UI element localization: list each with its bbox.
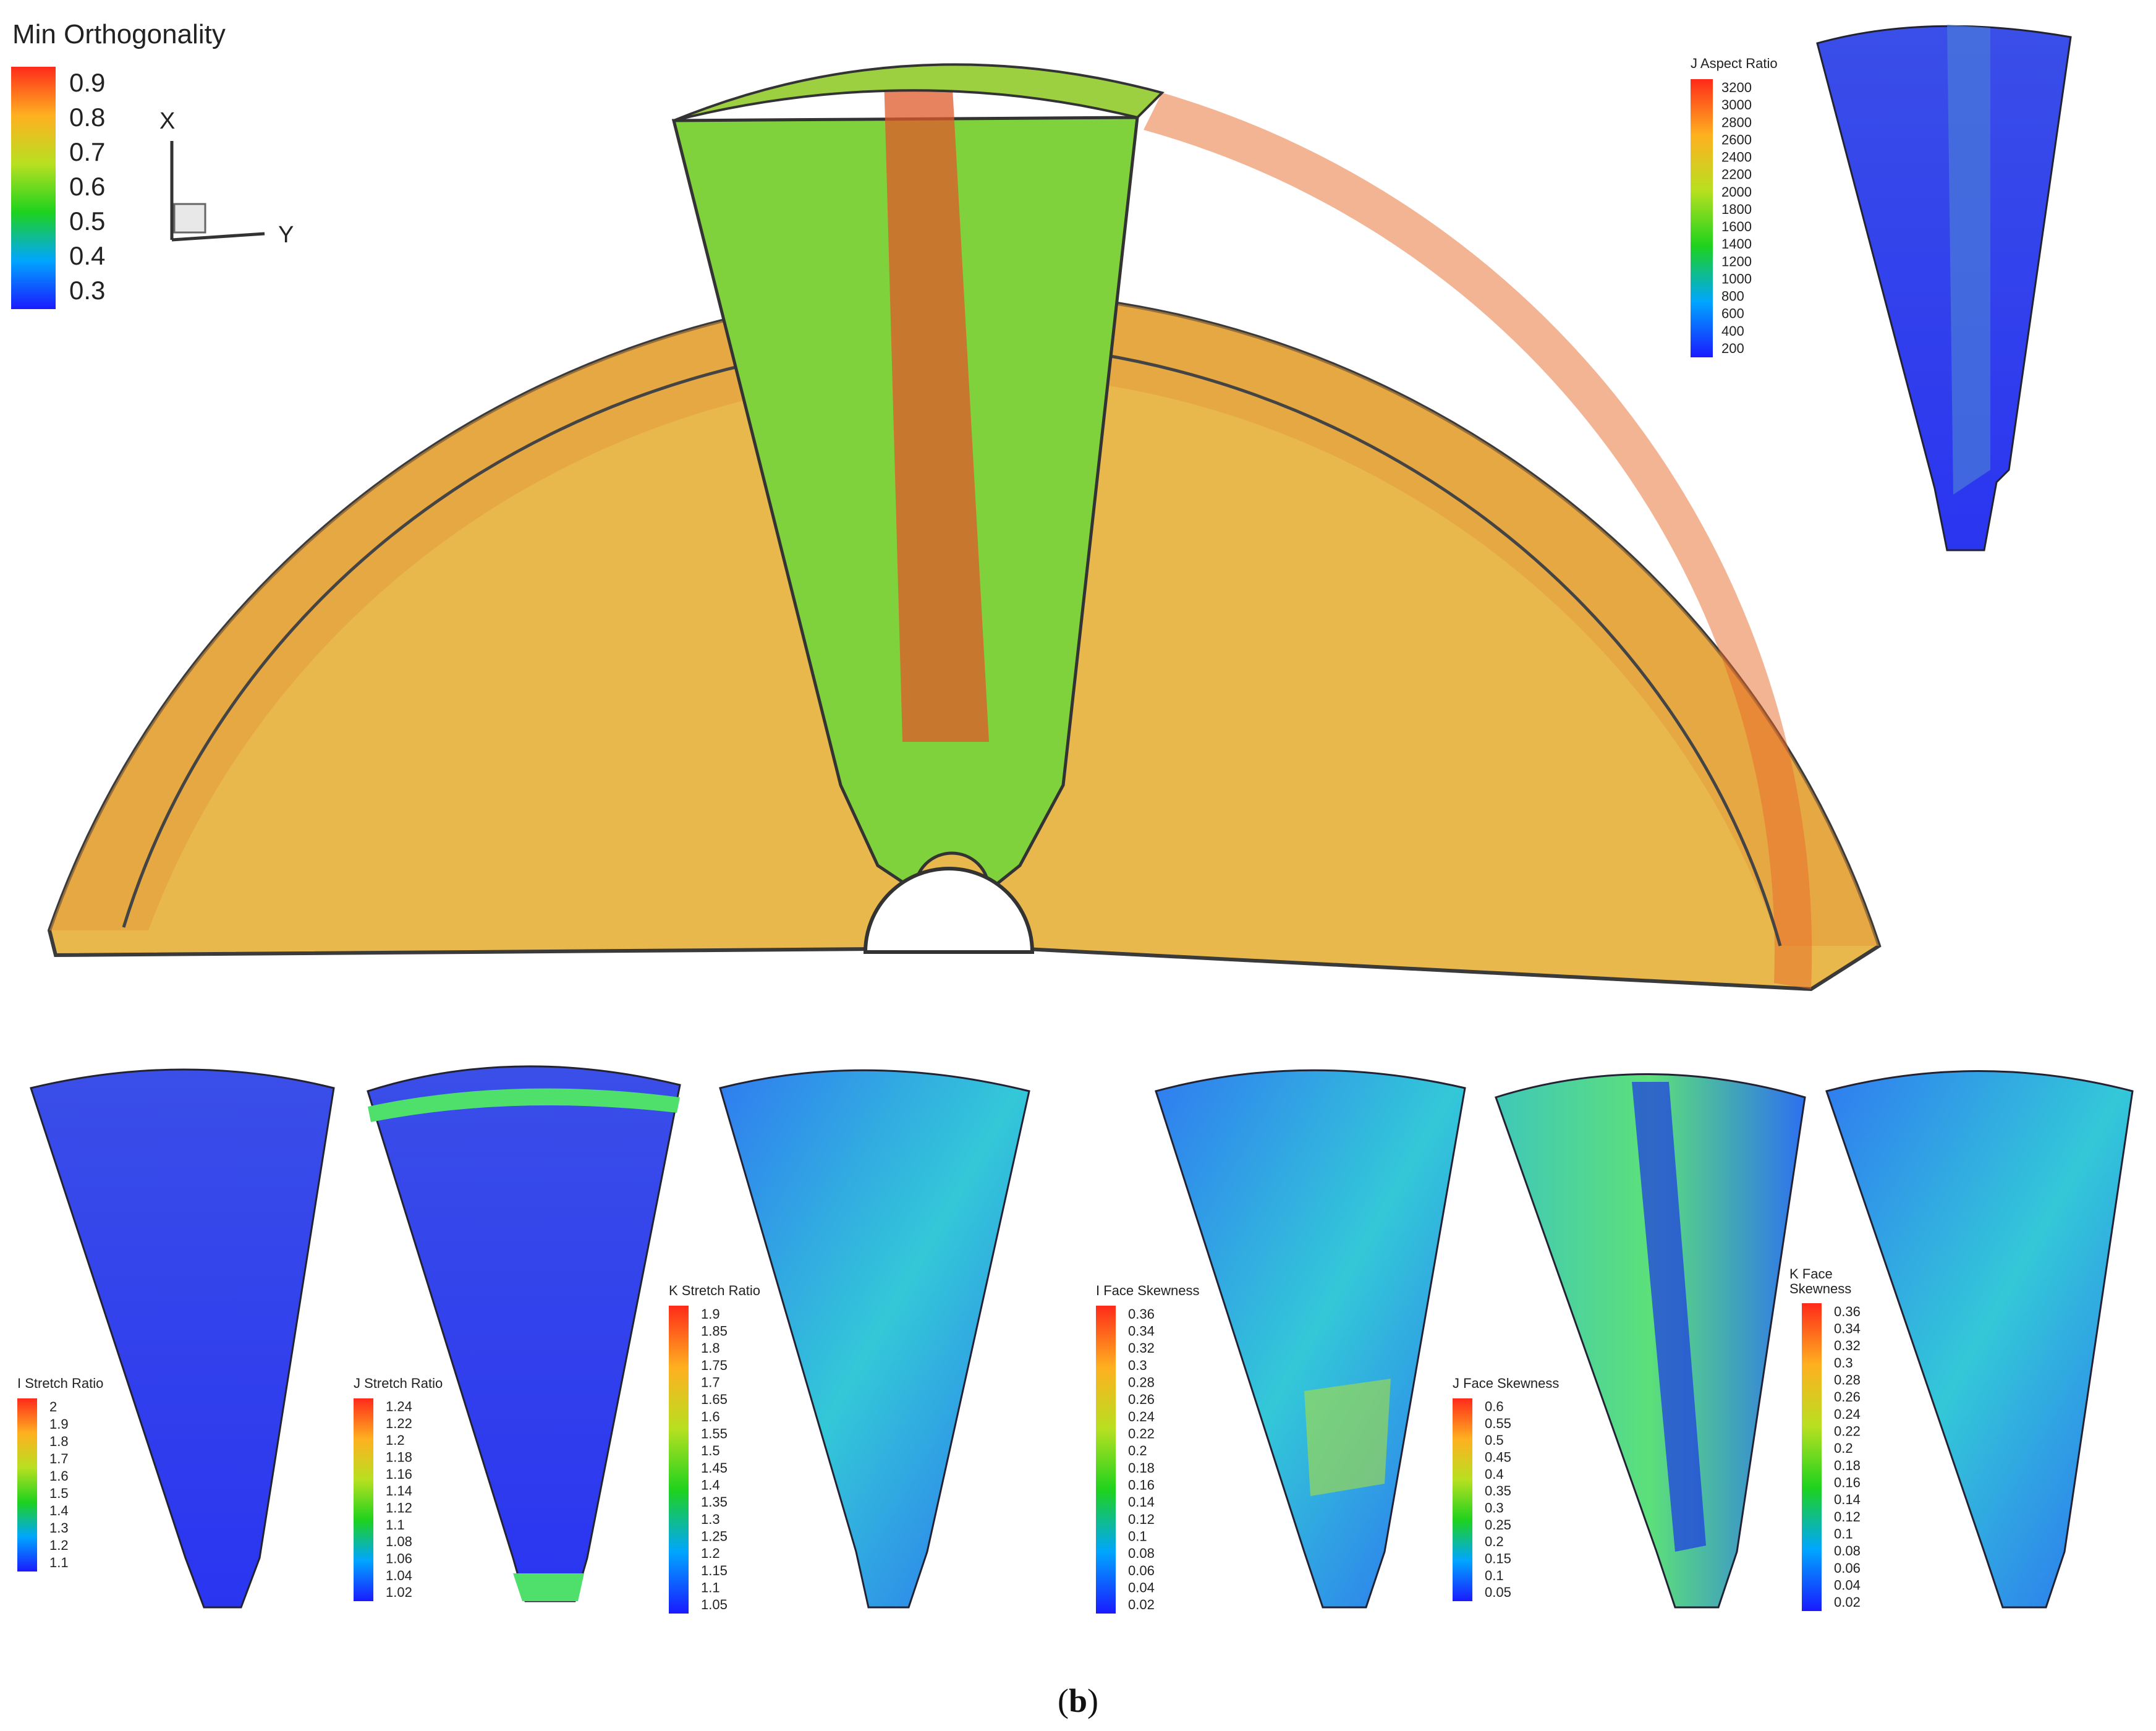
mesh-rim bbox=[49, 291, 1879, 946]
fan-j-stretch-ratio-foot bbox=[513, 1573, 584, 1601]
colorbar-j-stretch-ratio bbox=[354, 1398, 373, 1601]
axis-triad bbox=[170, 141, 265, 242]
subplot-j-stretch-ratio bbox=[354, 1065, 681, 1602]
caption-close: ) bbox=[1087, 1682, 1098, 1719]
colorbar-k-stretch-ratio bbox=[669, 1306, 689, 1614]
y-axis-line bbox=[171, 232, 265, 242]
subplot-i-stretch-ratio bbox=[17, 1068, 335, 1609]
main-mesh bbox=[47, 63, 1882, 992]
mesh-hub-hole bbox=[863, 867, 1035, 954]
subplot-j-aspect-ratio bbox=[1691, 25, 2072, 551]
caption-open: ( bbox=[1057, 1682, 1069, 1719]
fan-j-aspect-ratio-core bbox=[1947, 25, 1990, 495]
axis-cube bbox=[173, 203, 206, 234]
subplot-i-face-skewness bbox=[1096, 1069, 1466, 1614]
fan-i-stretch-ratio bbox=[30, 1068, 335, 1609]
subplot-k-stretch-ratio bbox=[669, 1069, 1030, 1614]
subplot-j-face-skewness bbox=[1453, 1073, 1806, 1609]
fan-j-face-skewness bbox=[1495, 1073, 1806, 1609]
caption-letter: b bbox=[1068, 1682, 1088, 1719]
main-colorbar bbox=[11, 67, 56, 309]
fan-j-stretch-ratio-band bbox=[368, 1088, 680, 1122]
colorbar-k-face-skewness bbox=[1802, 1303, 1822, 1611]
mesh-right-band bbox=[1144, 93, 1812, 989]
mesh-top-lid bbox=[673, 63, 1165, 122]
colorbar-i-face-skewness bbox=[1096, 1306, 1116, 1614]
fan-j-aspect-ratio bbox=[1816, 25, 2072, 551]
fan-i-face-skewness bbox=[1155, 1069, 1466, 1609]
colorbar-i-stretch-ratio bbox=[17, 1398, 37, 1572]
figure-caption: (b) bbox=[0, 1682, 2156, 1720]
fan-j-stretch-ratio bbox=[367, 1065, 681, 1602]
fan-k-stretch-ratio bbox=[719, 1069, 1030, 1609]
mesh-center-stripe bbox=[884, 77, 989, 742]
colorbar-j-face-skewness bbox=[1453, 1398, 1472, 1601]
fan-i-face-skewness-hot bbox=[1304, 1379, 1391, 1496]
fan-j-face-skewness-core bbox=[1632, 1082, 1706, 1552]
subplot-k-face-skewness bbox=[1802, 1070, 2134, 1611]
main-legend bbox=[11, 67, 56, 309]
fan-k-face-skewness bbox=[1825, 1070, 2134, 1609]
colorbar-j-aspect-ratio bbox=[1691, 79, 1713, 357]
